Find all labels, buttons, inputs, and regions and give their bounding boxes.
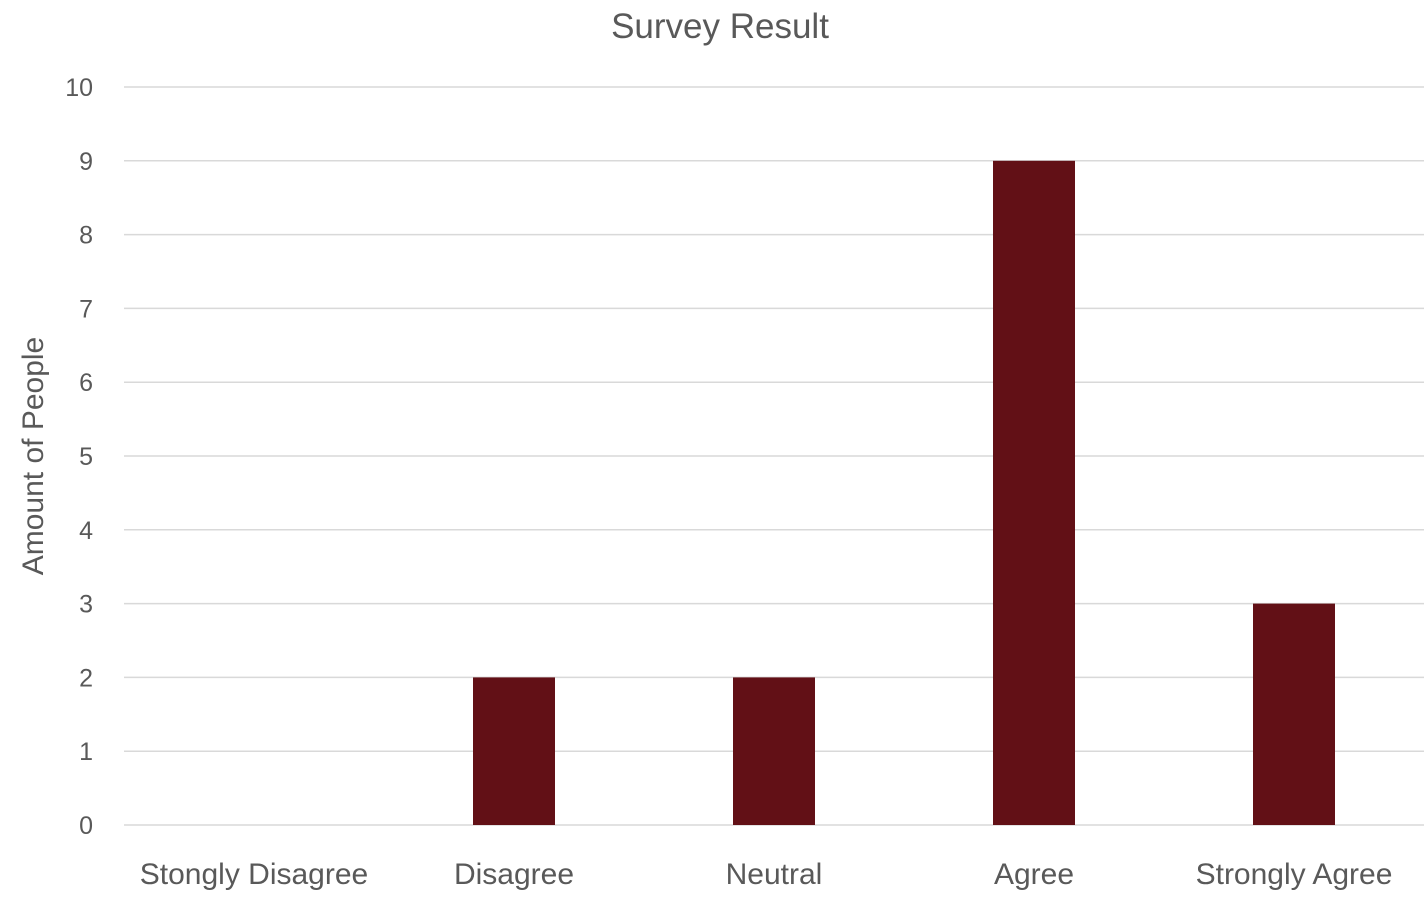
category-label: Disagree bbox=[454, 858, 574, 891]
category-label: Neutral bbox=[726, 858, 823, 891]
category-label: Agree bbox=[994, 858, 1074, 891]
bar bbox=[993, 160, 1075, 826]
y-axis-title: Amount of People bbox=[17, 337, 50, 576]
category-label: Stongly Disagree bbox=[140, 858, 368, 891]
y-tick-label: 7 bbox=[79, 295, 93, 323]
y-tick-label: 5 bbox=[79, 443, 93, 471]
chart-title: Survey Result bbox=[611, 7, 829, 46]
y-tick-label: 2 bbox=[79, 664, 93, 692]
bar bbox=[1253, 603, 1335, 825]
bars bbox=[473, 160, 1335, 826]
bar bbox=[733, 677, 815, 825]
category-labels: Stongly Disagree Disagree Neutral Agree Stro… bbox=[140, 858, 1393, 891]
y-tick-label: 8 bbox=[79, 222, 93, 250]
y-tick-label: 0 bbox=[79, 812, 93, 840]
y-tick-label: 3 bbox=[79, 591, 93, 619]
bar bbox=[473, 677, 555, 825]
y-tick-label: 6 bbox=[79, 369, 93, 397]
y-tick-label: 4 bbox=[79, 517, 93, 545]
gridlines bbox=[124, 86, 1424, 826]
y-tick-label: 9 bbox=[79, 148, 93, 176]
category-label: Strongly Agree bbox=[1196, 858, 1393, 891]
y-tick-label: 10 bbox=[65, 74, 93, 102]
y-tick-labels: 0 1 2 3 4 5 6 7 8 9 10 bbox=[65, 74, 93, 840]
y-tick-label: 1 bbox=[79, 738, 93, 766]
